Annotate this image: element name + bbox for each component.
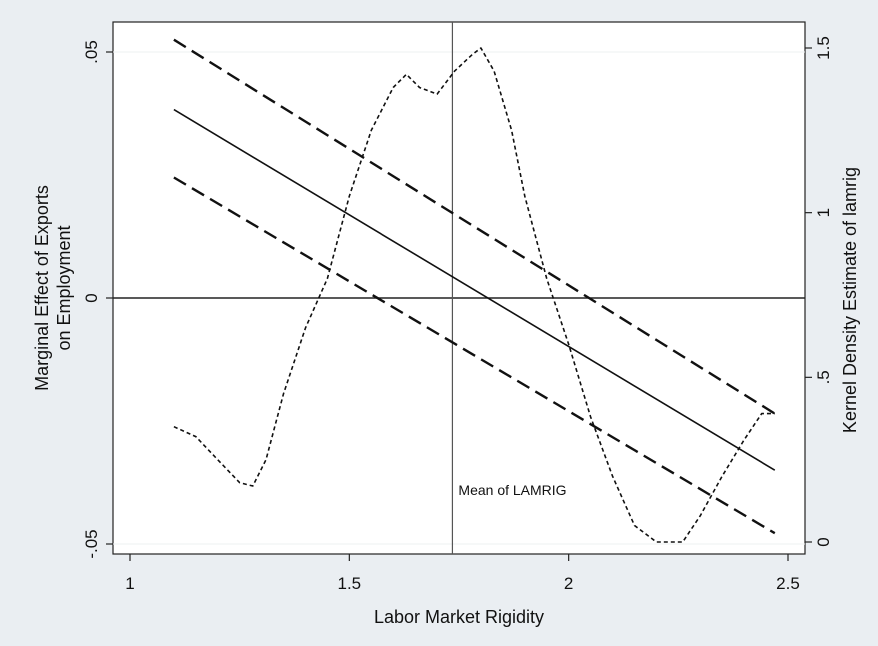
kernel-density-line [173,47,775,543]
plot-area [112,21,806,555]
y-tick-label: -.05 [82,529,101,558]
lower-ci-line [173,176,776,535]
y2-tick-label: 0 [814,537,833,546]
y-tick-label: 0 [82,293,101,302]
y2-axis-title: Kernel Density Estimate of lamrig [840,167,860,433]
upper-ci-line [173,38,776,415]
y-axis-title-line-2: on Employment [54,225,74,350]
x-axis-title: Labor Market Rigidity [374,607,544,627]
x-tick-label: 1.5 [338,574,362,593]
marginal-effect-line [173,108,776,471]
y2-tick-label: 1.5 [814,36,833,60]
x-tick-label: 1 [125,574,134,593]
y-axis-title-line-1: Marginal Effect of Exports [32,185,52,391]
y2-tick-label: .5 [814,370,833,384]
x-tick-label: 2.5 [776,574,800,593]
x-tick-label: 2 [564,574,573,593]
y2-tick-label: 1 [814,208,833,217]
y-tick-label: .05 [82,40,101,64]
mean-line-label: Mean of LAMRIG [458,482,566,498]
